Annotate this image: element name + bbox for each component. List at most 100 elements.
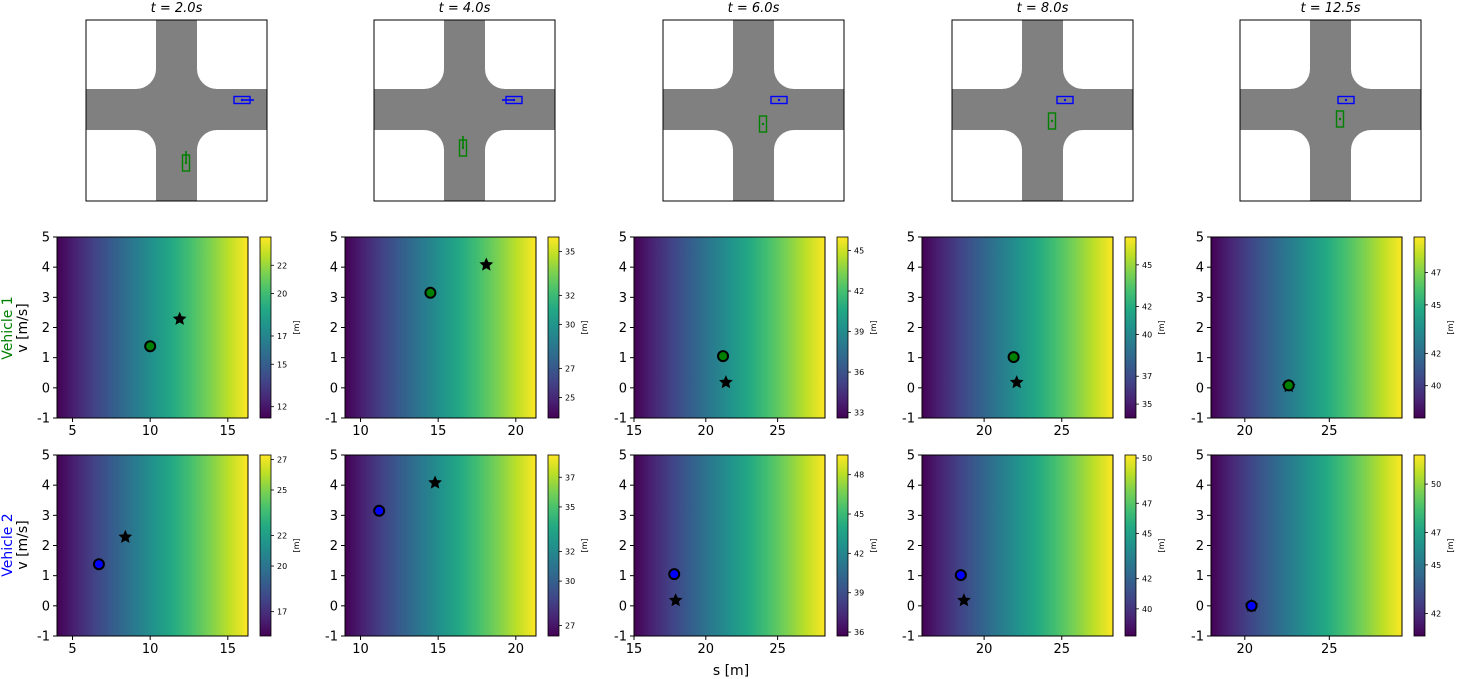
vehicle1-name-label: Vehicle 1 — [0, 296, 16, 359]
y-tick-label: 4 — [1196, 479, 1204, 494]
y-tick-label: 1 — [42, 569, 50, 584]
colorbar-tick-label: 45 — [1142, 261, 1152, 270]
colorbar-tick-label: 12 — [277, 403, 287, 412]
colorbar-frame — [1124, 454, 1137, 637]
colorbar-tick-label: 40 — [1142, 605, 1152, 614]
x-tick-label: 20 — [508, 642, 525, 657]
colorbar-label: [m] — [869, 320, 878, 334]
colorbar-frame — [259, 454, 272, 637]
horizontal-road — [86, 89, 267, 130]
heatmap-field — [345, 455, 536, 636]
colorbar-label: [m] — [580, 320, 589, 334]
vehicle2-center — [1344, 98, 1348, 102]
y-tick-label: 2 — [330, 321, 338, 336]
x-tick-label: 15 — [626, 424, 643, 439]
colorbar-label: [m] — [1157, 538, 1166, 552]
vehicle2-center — [1063, 98, 1067, 102]
y-tick-label: 2 — [1196, 539, 1204, 554]
road-corner-fillet — [713, 69, 733, 89]
y-tick-label: 1 — [619, 569, 627, 584]
x-tick-label: 20 — [508, 424, 525, 439]
heatmap-field — [1211, 237, 1402, 418]
colorbar-frame — [259, 236, 272, 419]
current-state-marker — [92, 558, 105, 571]
colorbar-tick-label: 15 — [277, 360, 287, 369]
road-corner-fillet — [1351, 130, 1371, 150]
colorbar-tick-label: 22 — [277, 261, 287, 270]
road-corner-fillet — [1351, 69, 1371, 89]
heatmap-panel-1-2: 10 15 20 -1 0 1 2 3 4 5 25 27 30 32 35 [m] — [325, 231, 589, 440]
y-tick-label: 3 — [330, 291, 338, 306]
vehicle1-box — [1047, 112, 1057, 130]
road-corner-fillet — [1002, 69, 1022, 89]
target-state-star — [668, 593, 683, 607]
current-state-marker — [954, 569, 967, 582]
colorbar — [837, 237, 848, 418]
intersection-scene-3: t = 6.0s — [662, 1, 845, 202]
y-tick-label: 5 — [1196, 231, 1204, 246]
y-tick-label: 4 — [1196, 261, 1204, 276]
y-tick-label: 3 — [619, 509, 627, 524]
x-tick-label: 15 — [220, 642, 237, 657]
vehicle1-center — [1050, 119, 1054, 123]
colorbar-tick-label: 40 — [1142, 330, 1152, 339]
colorbar-tick-label: 35 — [565, 248, 575, 257]
y-tick-label: 4 — [907, 261, 915, 276]
y-tick-label: 4 — [619, 261, 627, 276]
intersection-scene-2: t = 4.0s — [373, 1, 556, 202]
colorbar — [548, 237, 559, 418]
scene-title: t = 4.0s — [439, 1, 491, 16]
y-tick-label: 0 — [907, 381, 915, 396]
colorbar-tick-label: 42 — [1431, 609, 1441, 618]
colorbar-tick-label: 27 — [565, 622, 575, 631]
colorbar-tick-label: 45 — [1431, 561, 1441, 570]
road-corner-fillet — [1002, 130, 1022, 150]
x-tick-label: 5 — [68, 642, 76, 657]
heatmap-field — [57, 455, 248, 636]
colorbar-label: [m] — [580, 538, 589, 552]
current-state-marker — [717, 350, 730, 363]
colorbar-tick-label: 42 — [1142, 303, 1152, 312]
y-tick-label: 3 — [619, 291, 627, 306]
y-tick-label: -1 — [37, 412, 50, 427]
colorbar-tick-label: 50 — [1142, 454, 1152, 463]
road-corner-fillet — [424, 130, 444, 150]
y-tick-label: 5 — [330, 449, 338, 464]
current-state-marker — [668, 568, 681, 581]
colorbar-tick-label: 42 — [854, 549, 864, 558]
y-tick-label: 0 — [1196, 381, 1204, 396]
colorbar — [1414, 237, 1425, 418]
heatmap-panel-2-1: 5 10 15 -1 0 1 2 3 4 5 17 20 22 25 27 [m] — [37, 449, 301, 658]
colorbar-tick-label: 45 — [1431, 301, 1441, 310]
colorbar-tick-label: 35 — [565, 503, 575, 512]
y-tick-label: 0 — [619, 599, 627, 614]
y-tick-label: 2 — [619, 321, 627, 336]
horizontal-road — [374, 89, 555, 130]
colorbar-tick-label: 42 — [1431, 349, 1441, 358]
target-state-star — [118, 529, 133, 543]
target-state-star — [428, 475, 442, 489]
y-tick-label: 1 — [907, 569, 915, 584]
scene-frame — [951, 19, 1134, 202]
y-tick-label: 4 — [330, 261, 338, 276]
x-tick-label: 25 — [1053, 642, 1070, 657]
horizontal-road — [952, 89, 1133, 130]
vehicle1-box — [1335, 110, 1345, 128]
x-tick-label: 10 — [352, 424, 369, 439]
colorbar — [837, 455, 848, 636]
y-tick-label: 2 — [330, 539, 338, 554]
y-tick-label: 5 — [619, 449, 627, 464]
y-tick-label: 0 — [330, 599, 338, 614]
y-tick-label: 2 — [907, 539, 915, 554]
road-corner-fillet — [774, 130, 794, 150]
y-tick-label: 5 — [907, 449, 915, 464]
scene-frame — [1239, 19, 1422, 202]
y-tick-label: 5 — [330, 231, 338, 246]
x-tick-label: 25 — [769, 642, 786, 657]
y-tick-label: 3 — [907, 291, 915, 306]
colorbar-tick-label: 47 — [1431, 529, 1441, 538]
vehicle2-box — [1337, 95, 1355, 105]
